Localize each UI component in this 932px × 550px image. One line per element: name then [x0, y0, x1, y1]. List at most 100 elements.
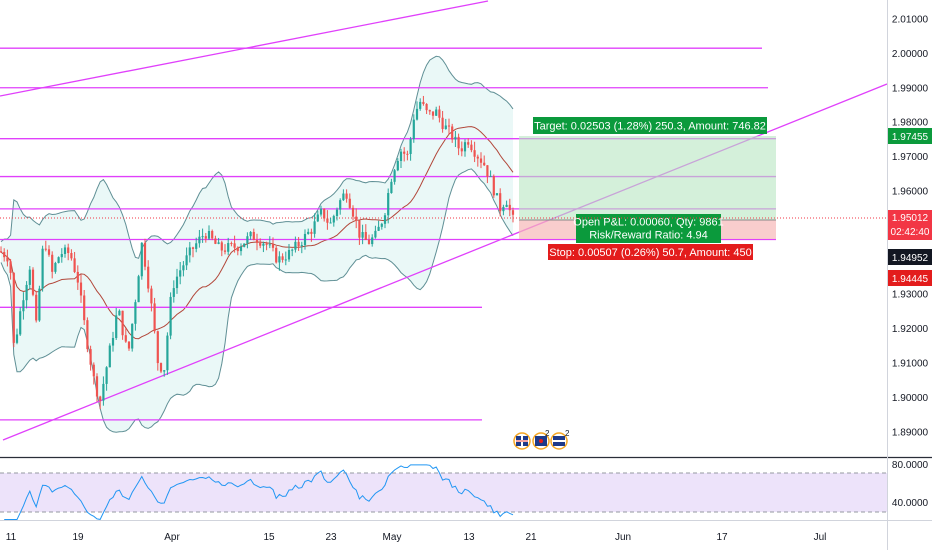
price-tick-label: 1.98000	[892, 118, 929, 129]
candle-body	[246, 236, 249, 244]
candle-body	[476, 156, 479, 159]
flag-icon-star	[539, 439, 543, 443]
candle-body	[307, 231, 310, 234]
candle-body	[396, 160, 399, 171]
pnl-label: Open P&L: 0.00060, Qty: 9861	[573, 217, 723, 229]
entry-price-text: 1.94952	[892, 253, 929, 264]
candle-body	[505, 204, 508, 207]
candle-body	[479, 158, 483, 163]
candle-body	[313, 221, 316, 234]
candle-body	[150, 288, 153, 304]
price-axis[interactable]: 2.01000 2.00000 1.99000 1.98000 1.97000 1.960…	[887, 0, 932, 550]
candle-body	[265, 243, 268, 245]
candle-body	[147, 266, 150, 289]
candle-body	[63, 247, 67, 255]
long-position-tool[interactable]: Target: 0.02503 (1.28%) 250.3, Amount: 7…	[519, 117, 776, 260]
price-pane[interactable]: Target: 0.02503 (1.28%) 250.3, Amount: 7…	[0, 0, 888, 456]
candle-body	[371, 237, 374, 245]
price-tick-label: 1.89000	[892, 427, 929, 438]
price-tick-label: 1.90000	[892, 393, 929, 404]
candle-body	[390, 181, 393, 194]
rsi-pane[interactable]	[0, 464, 887, 520]
candle-body	[383, 215, 387, 224]
candle-body	[211, 230, 214, 239]
candle-body	[255, 240, 259, 243]
price-tick-label: 1.99000	[892, 83, 929, 94]
candle-body	[3, 252, 6, 258]
time-tick-label: 13	[463, 532, 475, 543]
risk-reward-label: Risk/Reward Ratio: 4.94	[589, 230, 708, 242]
candle-body	[0, 251, 3, 253]
last-price-text: 1.95012	[892, 213, 929, 224]
economic-event-markers[interactable]: 2 2	[513, 429, 570, 450]
candle-body	[38, 288, 41, 321]
candle-body	[182, 265, 185, 271]
candle-body	[223, 250, 227, 252]
candle-body	[89, 349, 92, 365]
candle-body	[425, 104, 428, 111]
candle-body	[406, 153, 409, 155]
rsi-tick-80: 80.0000	[892, 460, 929, 471]
candle-body	[185, 255, 188, 266]
time-tick-label: Jun	[615, 532, 631, 543]
candle-body	[495, 193, 499, 196]
candle-body	[12, 272, 15, 343]
candle-body	[134, 302, 137, 324]
candle-body	[438, 109, 441, 118]
bollinger-upper-line	[0, 55, 514, 259]
candle-body	[44, 248, 47, 250]
bar-countdown-text: 02:42:40	[891, 227, 930, 238]
candle-body	[70, 253, 73, 259]
candle-body	[351, 207, 355, 217]
time-axis[interactable]: 11 19 Apr 15 23 May 13 21 Jun 17 Jul	[0, 520, 932, 544]
candle-body	[511, 210, 515, 215]
candle-body	[387, 193, 390, 216]
candle-body	[419, 101, 422, 109]
candle-body	[297, 241, 300, 247]
candle-body	[268, 244, 271, 246]
candle-body	[300, 245, 303, 247]
candle-body	[111, 337, 115, 346]
candle-body	[281, 256, 284, 260]
candle-body	[143, 242, 147, 267]
candle-body	[163, 370, 166, 372]
candle-body	[243, 243, 246, 247]
candle-body	[230, 243, 233, 245]
rsi-line	[4, 464, 514, 520]
candle-body	[508, 204, 511, 211]
candle-body	[502, 206, 505, 212]
target-price-tag	[888, 128, 932, 144]
candle-body	[444, 125, 447, 130]
candle-body	[191, 247, 195, 249]
candle-body	[409, 139, 412, 155]
time-tick-label: 17	[716, 532, 728, 543]
candle-body	[236, 247, 239, 252]
candle-body	[275, 247, 278, 263]
candle-body	[326, 218, 329, 223]
candle-body	[470, 144, 473, 151]
candle-body	[399, 151, 403, 161]
candle-body	[332, 216, 335, 223]
price-tick-label: 1.96000	[892, 187, 929, 198]
candle-body	[22, 300, 25, 312]
candle-body	[294, 241, 297, 250]
candle-body	[19, 311, 22, 335]
candle-body	[15, 334, 19, 343]
candle-body	[195, 243, 198, 249]
candle-body	[99, 396, 102, 401]
candle-body	[153, 303, 156, 332]
target-label: Target: 0.02503 (1.28%) 250.3, Amount: 7…	[534, 121, 766, 133]
candle-body	[473, 150, 476, 157]
candle-body	[451, 126, 454, 140]
target-price-text: 1.97455	[892, 132, 929, 143]
stop-label: Stop: 0.00507 (0.26%) 50.7, Amount: 450	[549, 247, 751, 259]
candle-body	[252, 231, 255, 241]
candle-body	[131, 323, 134, 349]
candle-body	[57, 257, 60, 263]
candle-body	[166, 335, 169, 371]
candle-body	[291, 249, 294, 251]
candle-body	[179, 270, 182, 277]
candle-body	[41, 248, 44, 289]
upper-trendline[interactable]	[0, 0, 489, 97]
